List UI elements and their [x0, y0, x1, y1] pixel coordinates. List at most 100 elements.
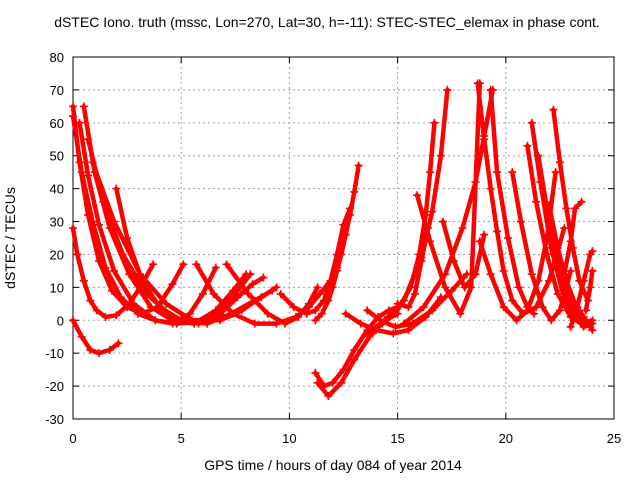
data-point [222, 260, 231, 269]
data-point [125, 270, 134, 279]
data-point [198, 289, 207, 298]
data-point [302, 309, 311, 318]
data-point [86, 296, 95, 305]
data-point [400, 319, 409, 328]
data-point [94, 349, 103, 358]
data-point [527, 118, 536, 127]
data-point [242, 270, 251, 279]
data-point [211, 306, 220, 315]
data-point [268, 286, 277, 295]
data-point [311, 368, 320, 377]
data-point [73, 250, 82, 259]
data-point [391, 309, 400, 318]
data-point [94, 220, 103, 229]
data-point [553, 243, 562, 252]
data-point [79, 102, 88, 111]
data-point [179, 260, 188, 269]
data-series-22 [414, 81, 483, 316]
data-point [304, 299, 313, 308]
data-point [542, 250, 551, 259]
data-point [138, 276, 147, 285]
data-series-1 [70, 225, 156, 320]
data-point [92, 306, 101, 315]
data-point [428, 207, 437, 216]
data-point [413, 191, 422, 200]
data-point [276, 289, 285, 298]
x-tick-label: 0 [69, 431, 76, 446]
data-point [192, 260, 201, 269]
data-point [324, 296, 333, 305]
data-point [573, 303, 582, 312]
data-point [555, 306, 564, 315]
y-tick-label: -10 [45, 346, 64, 361]
data-point [110, 217, 119, 226]
data-point [350, 187, 359, 196]
data-point [112, 311, 121, 320]
data-point [430, 118, 439, 127]
data-point [499, 266, 508, 275]
data-point [233, 293, 242, 302]
data-point [107, 286, 116, 295]
data-point [514, 283, 523, 292]
data-point [112, 184, 121, 193]
data-point [475, 237, 484, 246]
data-point [155, 303, 164, 312]
data-point [317, 309, 326, 318]
data-point [545, 201, 554, 210]
data-point [493, 168, 502, 177]
x-tick-label: 5 [178, 431, 185, 446]
chart-title: dSTEC Iono. truth (mssc, Lon=270, Lat=30… [54, 14, 600, 30]
data-point [560, 224, 569, 233]
data-point [313, 283, 322, 292]
series-group [69, 79, 597, 400]
data-point [404, 326, 413, 335]
data-point [441, 283, 450, 292]
data-point [69, 112, 77, 121]
x-tick-label: 10 [282, 431, 296, 446]
data-point [229, 309, 238, 318]
data-point [151, 316, 160, 325]
data-point [123, 234, 132, 242]
data-point [84, 171, 93, 180]
data-point [588, 266, 597, 275]
data-point [69, 102, 77, 111]
data-point [77, 168, 86, 177]
data-series-10 [194, 262, 340, 326]
data-point [419, 303, 428, 312]
data-point [471, 270, 480, 279]
y-tick-label: 60 [50, 116, 64, 131]
grid [73, 57, 614, 419]
y-tick-label: 20 [50, 247, 64, 262]
data-point [523, 141, 532, 150]
data-series-24 [475, 81, 567, 316]
data-point [553, 289, 562, 298]
data-point [588, 326, 597, 335]
data-point [363, 306, 372, 315]
data-point [86, 345, 95, 354]
data-point [324, 391, 333, 400]
data-series-30 [536, 153, 593, 330]
data-point [449, 257, 458, 266]
data-point [114, 339, 123, 348]
data-point [378, 319, 387, 328]
data-point [209, 289, 218, 298]
data-point [84, 135, 93, 144]
data-point [549, 105, 558, 114]
y-tick-label: -30 [45, 412, 64, 427]
data-point [545, 276, 554, 285]
data-point [571, 204, 580, 213]
data-point [443, 85, 452, 94]
data-point [393, 299, 402, 308]
data-point [493, 227, 502, 236]
data-point [116, 293, 125, 302]
data-point [328, 283, 337, 292]
data-point [588, 247, 597, 256]
x-tick-label: 20 [499, 431, 513, 446]
data-point [333, 266, 342, 275]
data-point [350, 355, 359, 364]
data-point [69, 224, 77, 233]
data-point [410, 289, 419, 298]
data-point [77, 332, 86, 341]
data-series-13 [313, 163, 361, 323]
data-point [337, 378, 346, 387]
